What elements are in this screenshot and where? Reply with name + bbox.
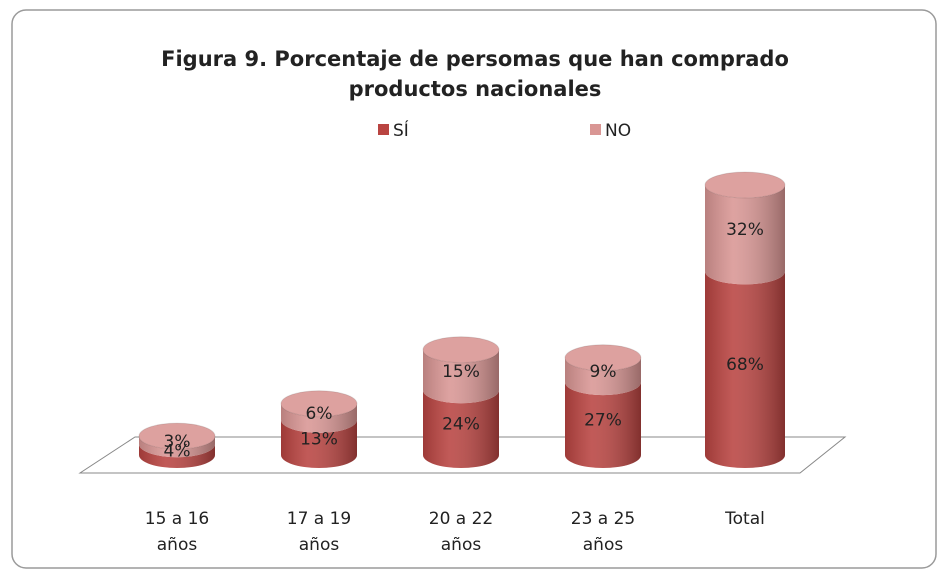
- data-label: 32%: [726, 220, 764, 240]
- cylinder-shade: [705, 271, 785, 468]
- cylinder-shade: [423, 349, 500, 404]
- cylinder-cap: [564, 344, 642, 372]
- cylinder-shade: [423, 390, 500, 468]
- data-label: 27%: [584, 411, 622, 431]
- cylinder-cap: [422, 336, 500, 364]
- legend-swatch: [590, 124, 601, 135]
- legend-label: SÍ: [393, 119, 409, 141]
- data-label: 9%: [590, 362, 617, 382]
- data-label: 6%: [306, 404, 333, 424]
- data-label: 24%: [442, 415, 480, 435]
- cylinder-cap: [704, 171, 786, 199]
- data-label: 3%: [164, 432, 191, 452]
- x-tick-label: 23 a 25 años: [570, 509, 636, 555]
- x-tick-label: 20 a 22 años: [428, 509, 494, 555]
- chart-title: Figura 9. Porcentaje de persomas que han…: [161, 47, 789, 101]
- cylinder-shade: [281, 419, 357, 468]
- legend-label: NO: [605, 121, 631, 141]
- cylinder-shade: [139, 444, 215, 468]
- cylinder-cap: [138, 422, 216, 450]
- cylinder-shade: [139, 436, 215, 458]
- cylinder-shade: [705, 185, 785, 285]
- cylinder-shade: [281, 403, 357, 433]
- data-label: 15%: [442, 362, 480, 382]
- cylinder-cap: [280, 390, 358, 418]
- cylinder-shade: [565, 382, 641, 468]
- x-tick-label: Total: [725, 509, 765, 529]
- x-tick-label: 15 a 16 años: [144, 509, 210, 555]
- legend-swatch: [378, 124, 389, 135]
- x-tick-label: 17 a 19 años: [286, 509, 352, 555]
- data-label: 68%: [726, 355, 764, 375]
- cylinder-shade: [565, 357, 641, 396]
- data-label: 4%: [164, 442, 191, 462]
- data-label: 13%: [300, 429, 338, 449]
